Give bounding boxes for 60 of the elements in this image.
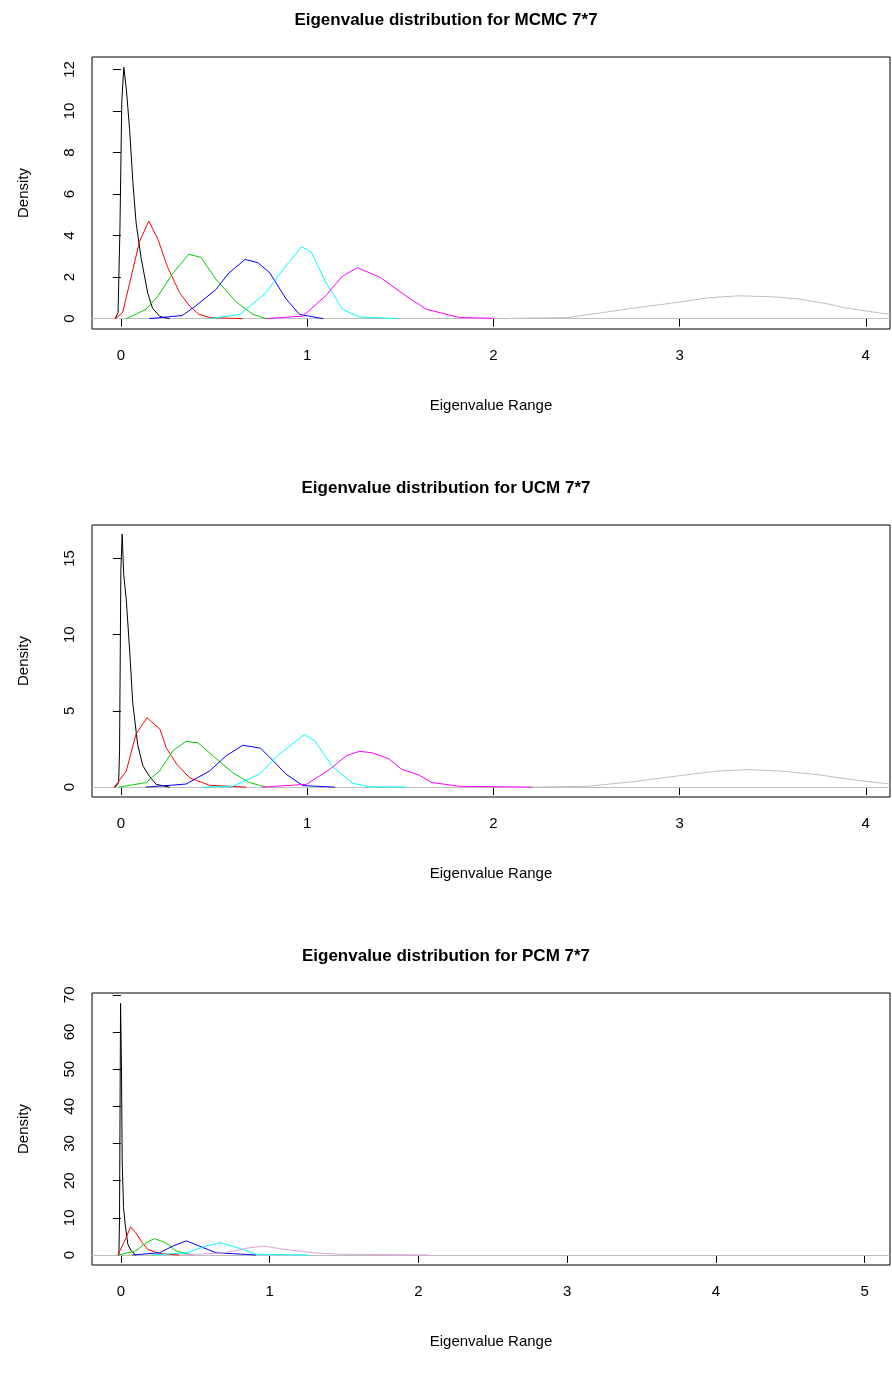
x-tick-label: 5 <box>860 1282 869 1299</box>
y-tick-label: 2 <box>60 272 77 282</box>
x-tick-label: 2 <box>414 1282 423 1299</box>
y-tick-label: 40 <box>60 1097 77 1115</box>
x-tick-label: 4 <box>711 1282 721 1299</box>
chart-title: Eigenvalue distribution for PCM 7*7 <box>301 946 591 965</box>
line-series <box>114 66 170 320</box>
x-tick-label: 1 <box>265 1282 274 1299</box>
x-axis-title: Eigenvalue Range <box>429 864 553 881</box>
line-series <box>117 1226 180 1256</box>
y-tick-label: 4 <box>60 231 77 240</box>
line-series <box>118 1238 193 1256</box>
y-tick-label: 0 <box>60 314 77 323</box>
x-axis-title: Eigenvalue Range <box>429 396 553 413</box>
y-tick-label: 15 <box>60 550 77 567</box>
y-tick-label: 70 <box>60 986 77 1004</box>
x-tick-label: 0 <box>116 814 126 831</box>
y-axis-title: Density <box>14 635 31 687</box>
x-axis-title: Eigenvalue Range <box>429 1332 553 1349</box>
y-tick-label: 10 <box>60 102 77 120</box>
line-series <box>149 258 324 320</box>
chart-title: Eigenvalue distribution for MCMC 7*7 <box>294 10 598 29</box>
y-tick-label: 5 <box>60 706 77 716</box>
line-series <box>114 533 170 788</box>
x-tick-label: 3 <box>675 346 684 363</box>
y-axis-title: Density <box>14 1103 31 1155</box>
line-series <box>209 246 397 320</box>
x-tick-label: 1 <box>302 814 312 831</box>
y-tick-label: 0 <box>60 782 77 792</box>
x-tick-label: 3 <box>563 1282 572 1299</box>
y-tick-label: 0 <box>60 1250 77 1260</box>
x-tick-label: 4 <box>861 814 870 831</box>
y-tick-label: 50 <box>60 1060 77 1078</box>
line-series <box>151 1242 309 1256</box>
chart-title: Eigenvalue distribution for UCM 7*7 <box>301 478 591 497</box>
y-tick-label: 6 <box>60 189 77 199</box>
x-tick-label: 2 <box>489 346 498 363</box>
line-series <box>202 734 407 788</box>
x-tick-label: 4 <box>861 346 870 363</box>
line-series <box>118 740 267 788</box>
y-tick-label: 60 <box>60 1023 77 1041</box>
x-tick-label: 3 <box>675 814 684 831</box>
x-tick-label: 1 <box>302 346 312 363</box>
line-series <box>182 1245 430 1256</box>
line-series <box>261 750 533 788</box>
y-tick-label: 10 <box>60 1209 77 1227</box>
y-tick-label: 30 <box>60 1135 77 1152</box>
y-tick-label: 8 <box>60 148 77 157</box>
x-tick-label: 2 <box>489 814 498 831</box>
x-tick-label: 0 <box>116 346 126 363</box>
line-series <box>125 253 267 320</box>
line-series <box>113 717 247 788</box>
y-tick-label: 12 <box>60 61 77 78</box>
x-tick-label: 0 <box>116 1282 126 1299</box>
y-axis-title: Density <box>14 167 31 219</box>
y-tick-label: 20 <box>60 1172 77 1189</box>
line-series <box>132 1240 257 1256</box>
y-tick-label: 10 <box>60 626 77 644</box>
line-series <box>114 220 243 320</box>
line-series <box>145 744 335 788</box>
